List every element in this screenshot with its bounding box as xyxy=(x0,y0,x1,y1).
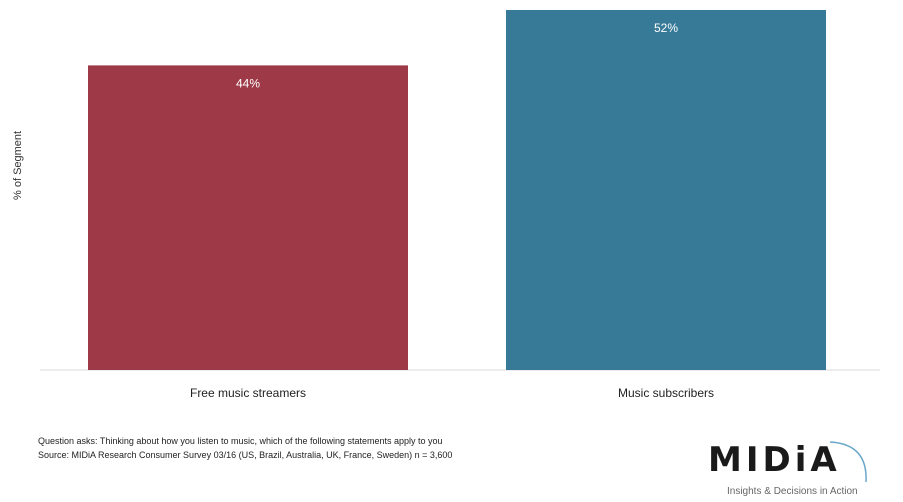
source-note: Source: MIDiA Research Consumer Survey 0… xyxy=(38,450,453,460)
bar-0 xyxy=(88,65,408,370)
y-axis-label: % of Segment xyxy=(12,130,24,200)
midia-logo: MIDiA Insights & Decisions in Action xyxy=(700,438,903,502)
question-note: Question asks: Thinking about how you li… xyxy=(38,436,443,446)
bar-value-label-1: 52% xyxy=(654,21,678,35)
logo-swoosh-icon xyxy=(829,441,867,483)
category-label-0: Free music streamers xyxy=(190,386,306,400)
bar-1 xyxy=(506,10,826,370)
category-label-1: Music subscribers xyxy=(618,386,714,400)
logo-wordmark: MIDiA xyxy=(708,440,841,480)
bar-chart: 44% Free music streamers 52% Music subscrib… xyxy=(40,10,880,400)
logo-tagline: Insights & Decisions in Action xyxy=(727,486,858,497)
chart-notes: Question asks: Thinking about how you li… xyxy=(38,434,452,462)
bar-value-label-0: 44% xyxy=(236,76,260,90)
